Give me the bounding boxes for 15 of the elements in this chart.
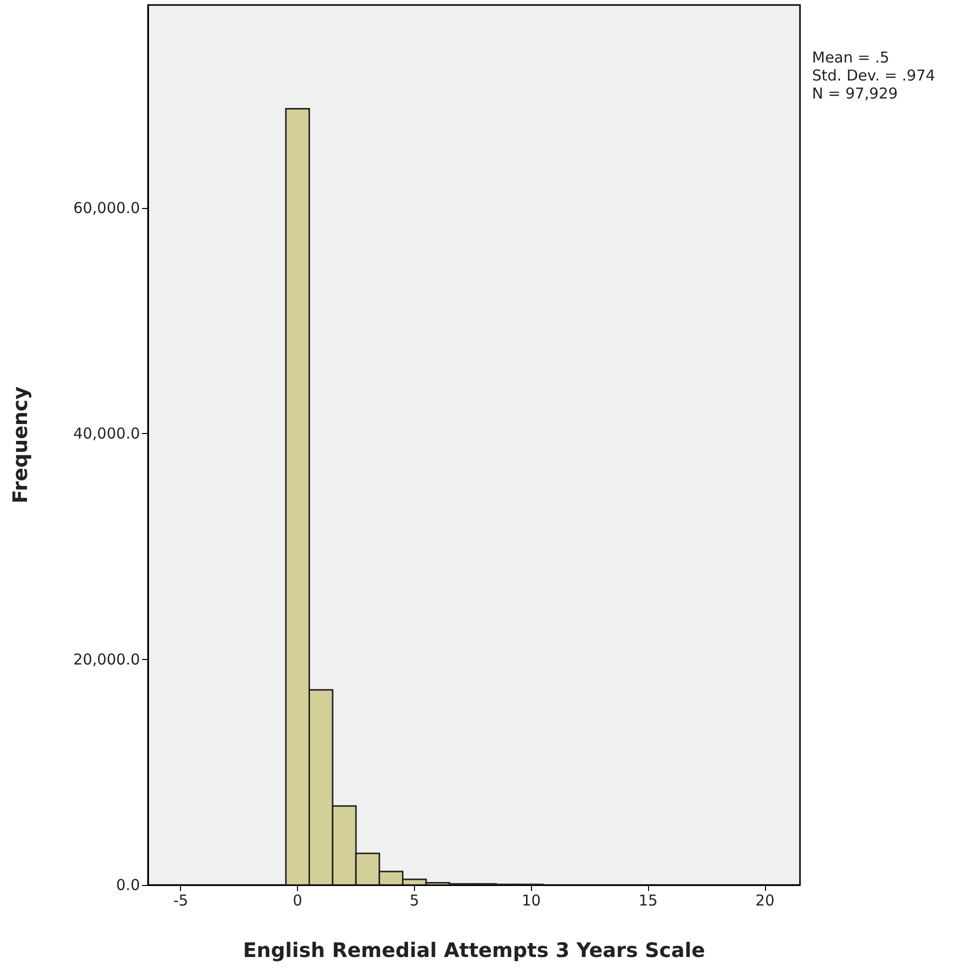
text: Std. Dev. = .974 [812,66,936,84]
text: N = 97,929 [812,84,898,102]
y-tick-label: 20,000.0 [73,650,140,668]
x-tick-label: 5 [410,892,420,910]
x-tick-label: 15 [638,892,658,910]
x-axis-title: English Remedial Attempts 3 Years Scale [242,938,706,962]
y-tick-label: 40,000.0 [73,424,140,443]
x-tick-label: 10 [522,892,541,910]
x-tick-label: 20 [755,892,774,910]
y-axis-title: Frequency [8,386,32,504]
y-tick-label: 60,000.0 [73,199,140,218]
text: Mean = .5 [812,48,890,66]
x-tick-label: -5 [173,892,188,910]
x-tick-label: 0 [292,892,302,910]
y-tick-label: 0.0 [116,876,140,894]
